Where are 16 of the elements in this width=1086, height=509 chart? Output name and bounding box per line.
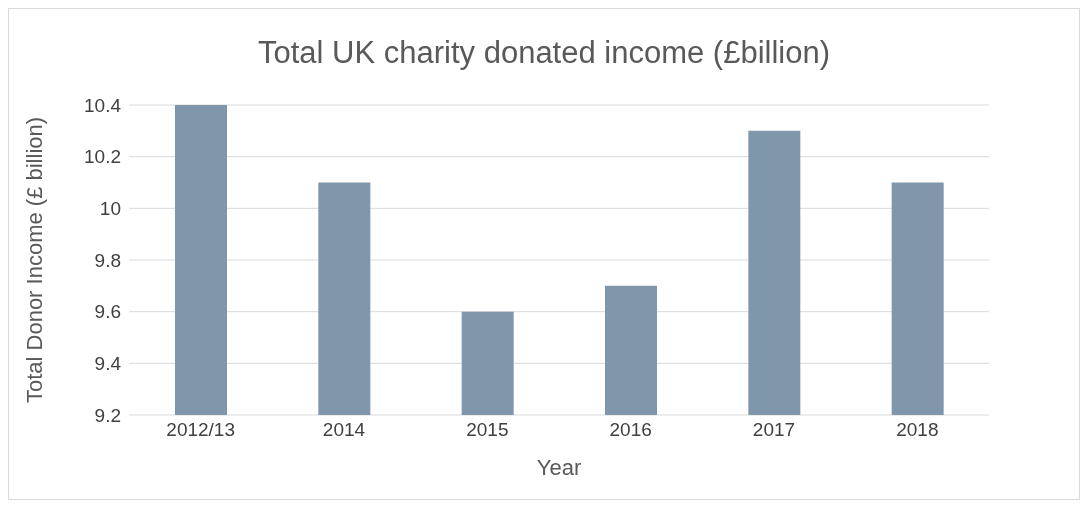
- y-tick-label: 9.2: [94, 404, 121, 426]
- x-tick-label: 2012/13: [166, 419, 236, 441]
- x-tick-label: 2017: [752, 419, 796, 441]
- y-tick-label: 9.6: [94, 301, 121, 323]
- y-tick-label: 10.4: [84, 94, 122, 116]
- y-tick-label: 9.8: [94, 249, 121, 271]
- x-tick-label: 2015: [466, 419, 509, 441]
- chart-title: Total UK charity donated income (£billion): [256, 35, 832, 72]
- y-tick-label: 10.2: [84, 146, 121, 168]
- y-axis-title: Total Donor Income (£ billion): [21, 116, 47, 404]
- x-axis-title: Year: [536, 455, 582, 480]
- x-tick-label: 2014: [322, 419, 366, 441]
- x-tick-label: 2018: [896, 419, 939, 441]
- y-tick-label: 9.4: [94, 353, 122, 375]
- x-tick-label: 2016: [609, 419, 652, 441]
- y-tick-label: 10: [99, 198, 121, 220]
